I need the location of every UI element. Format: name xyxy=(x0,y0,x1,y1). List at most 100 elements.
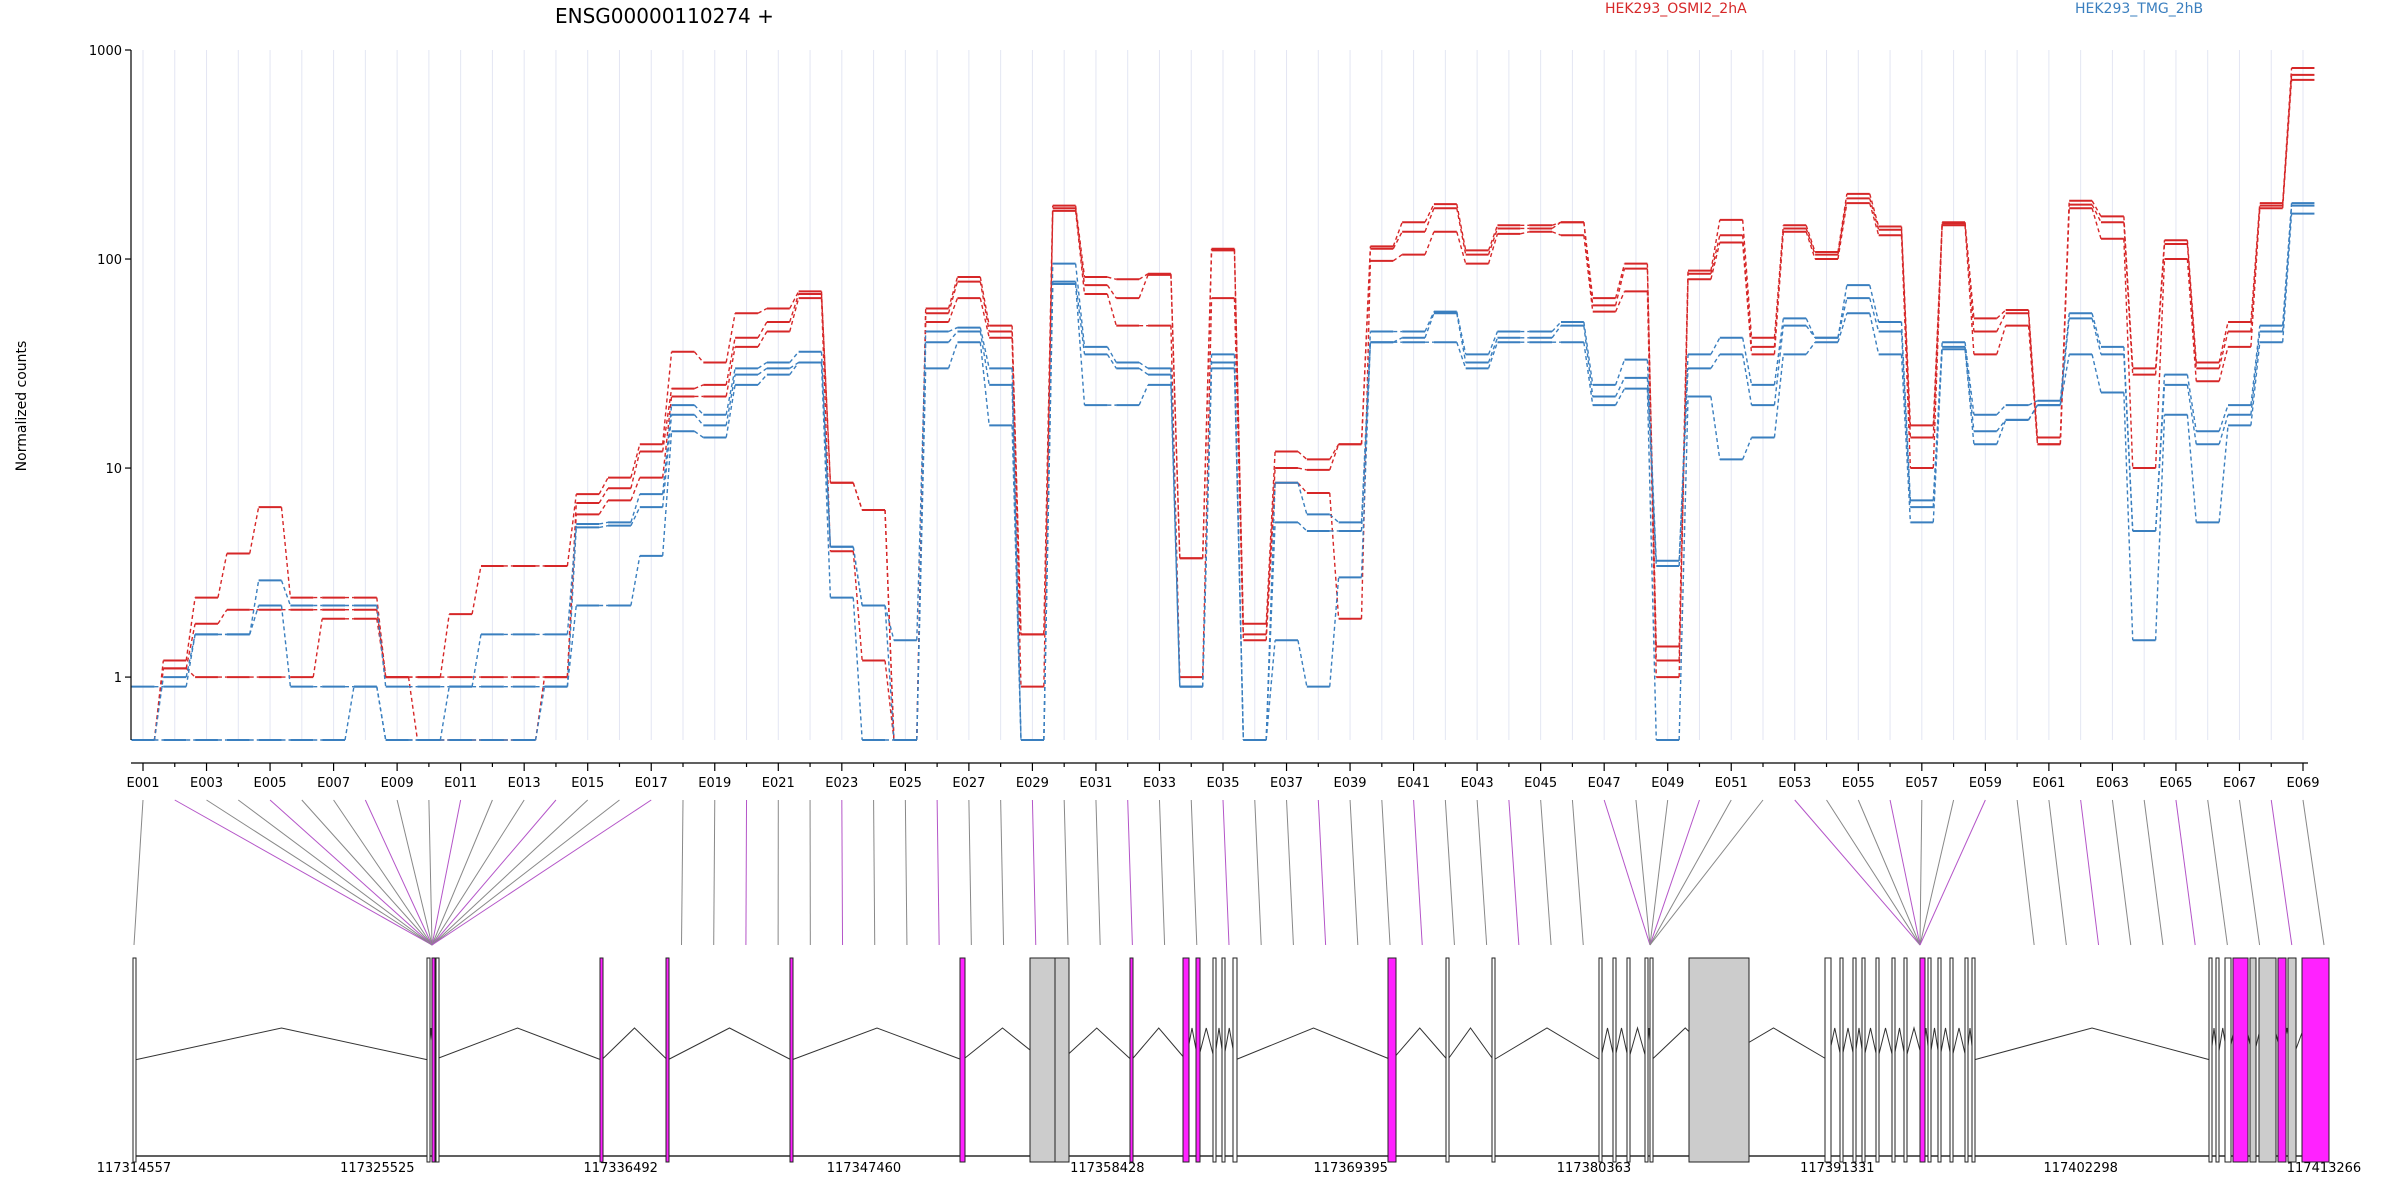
series-connector xyxy=(789,293,800,323)
series-connector xyxy=(1297,482,1308,515)
series-connector xyxy=(948,331,958,343)
series-connector xyxy=(2186,384,2197,445)
x-tick-label: E023 xyxy=(825,776,858,791)
series-connector xyxy=(1678,368,1689,567)
series-connector xyxy=(725,368,736,415)
exon-box xyxy=(1971,957,1976,1163)
genomic-coordinate-label: 117347460 xyxy=(827,1161,901,1176)
exon-connector xyxy=(2302,799,2325,946)
intron-arc xyxy=(601,1027,668,1061)
series-connector xyxy=(1837,297,1848,338)
series-connector xyxy=(694,384,704,390)
series-connector xyxy=(693,404,704,416)
series-connector xyxy=(1106,346,1117,363)
exon-connector xyxy=(2270,799,2293,946)
series-connector xyxy=(1710,337,1721,355)
series-connector xyxy=(1741,219,1753,338)
exon-box xyxy=(1626,957,1631,1163)
series-connector xyxy=(2059,354,2070,406)
intron-arc xyxy=(1614,1027,1629,1061)
exon-connector xyxy=(2238,799,2261,946)
series-layer xyxy=(131,67,2315,741)
series-connector xyxy=(947,341,959,369)
series-connector xyxy=(1074,205,1086,278)
exon-connector xyxy=(364,799,433,946)
exon-connector xyxy=(2111,799,2132,946)
series-connector xyxy=(661,414,673,508)
exon-connector xyxy=(1413,799,1423,946)
y-tick-label: 1 xyxy=(114,671,122,686)
series-connector xyxy=(1487,337,1499,363)
series-connector xyxy=(1710,242,1721,280)
series-connector xyxy=(2027,313,2039,445)
series-connector xyxy=(1329,444,1340,471)
series-connector xyxy=(1456,313,1467,363)
series-connector xyxy=(630,506,641,526)
exon-box xyxy=(2249,957,2257,1163)
series-connector xyxy=(2027,325,2039,445)
exon-box xyxy=(1054,957,1070,1163)
series-connector xyxy=(1710,396,1721,460)
series-connector xyxy=(1360,260,1372,619)
exon-connector xyxy=(2048,799,2067,946)
series-connector xyxy=(1170,384,1181,687)
exon-box xyxy=(1387,957,1397,1163)
exon-connector xyxy=(713,799,716,946)
series-connector xyxy=(1964,225,1975,355)
series-connector xyxy=(1487,225,1499,251)
exon-box xyxy=(789,957,794,1163)
x-tick-label: E057 xyxy=(1905,776,1938,791)
series-connector xyxy=(2091,204,2102,223)
series-connector xyxy=(1614,291,1626,312)
series-connector xyxy=(1837,203,1848,260)
series-connector xyxy=(1932,223,1943,438)
series-connector xyxy=(2091,318,2102,355)
series-connector xyxy=(661,405,673,495)
series-connector xyxy=(1456,231,1467,264)
exon-box xyxy=(1129,957,1134,1163)
series-connector xyxy=(1329,492,1340,619)
series-connector xyxy=(280,507,292,598)
series-connector xyxy=(2027,310,2039,438)
exon-box xyxy=(599,957,604,1163)
exon-connector xyxy=(968,799,972,946)
y-tick-label: 10 xyxy=(105,462,122,477)
series-connector xyxy=(1900,235,1912,469)
series-connector xyxy=(2027,404,2039,421)
intron-arc xyxy=(1863,1027,1878,1061)
exon-connector xyxy=(431,799,620,946)
series-connector xyxy=(1710,219,1721,271)
x-tick-label: E051 xyxy=(1715,776,1748,791)
grid-lines xyxy=(142,50,2304,740)
intron-arc xyxy=(1131,1027,1187,1061)
genomic-coordinate-label: 117391331 xyxy=(1800,1161,1874,1176)
series-connector xyxy=(1710,235,1721,274)
exon-box xyxy=(1875,957,1880,1163)
exon-connector xyxy=(1635,799,1651,946)
series-connector xyxy=(1424,313,1435,339)
series-connector xyxy=(630,451,641,489)
exon-box xyxy=(1949,957,1954,1163)
series-connector xyxy=(1520,231,1530,235)
series-connector xyxy=(1996,419,2007,445)
series-connector xyxy=(1614,263,1626,299)
series-connector xyxy=(789,361,800,369)
series-connector xyxy=(1456,208,1467,255)
series-connector xyxy=(249,580,260,635)
series-connector xyxy=(1392,254,1403,262)
series-connector xyxy=(2123,238,2134,469)
series-connector xyxy=(1805,228,1816,255)
series-connector xyxy=(1106,353,1117,369)
exon-box xyxy=(132,957,137,1163)
series-connector xyxy=(693,351,704,363)
series-connector xyxy=(979,276,990,326)
series-connector xyxy=(407,676,419,741)
exon-connector xyxy=(1158,799,1166,946)
intron-arc xyxy=(1973,1027,2211,1061)
exon-connector xyxy=(1286,799,1294,946)
series-connector xyxy=(598,500,609,515)
exon-connector xyxy=(1919,799,1955,946)
series-connector xyxy=(2123,354,2134,532)
exon-connector xyxy=(1919,799,1986,946)
intron-arc xyxy=(1951,1027,1967,1061)
